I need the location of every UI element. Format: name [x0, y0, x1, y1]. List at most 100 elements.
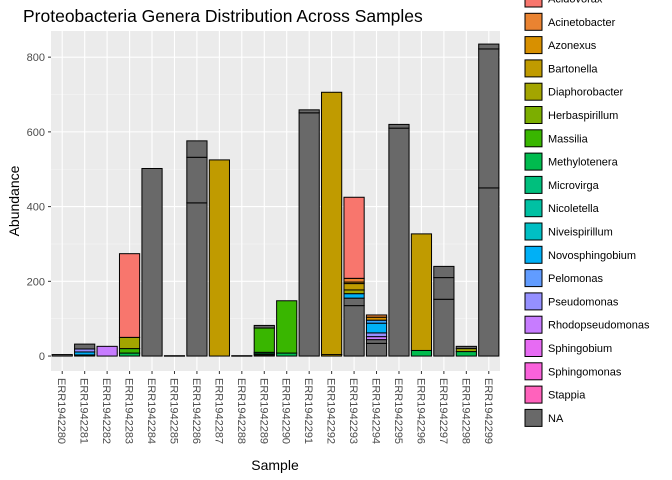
- legend-key: [524, 292, 543, 311]
- bar-segment: [388, 127, 410, 357]
- bar-segment: [455, 351, 477, 357]
- y-tick-label: 600: [27, 127, 45, 139]
- chart-title: Proteobacteria Genera Distribution Acros…: [23, 6, 423, 26]
- legend-key: [524, 175, 543, 194]
- bar-segment: [365, 332, 388, 338]
- legend-key: [524, 408, 543, 427]
- legend-label: Acinetobacter: [548, 17, 616, 29]
- bar-segment: [208, 159, 230, 357]
- legend-label: Microvirga: [548, 180, 600, 192]
- bar-segment: [343, 289, 365, 295]
- plot-panel: [51, 31, 500, 371]
- bar-segment: [365, 342, 388, 357]
- bar-segment: [163, 355, 186, 357]
- bar-segment: [253, 324, 275, 329]
- legend-key: [524, 0, 543, 8]
- bar-segment: [321, 91, 343, 356]
- legend-key: [524, 129, 543, 148]
- y-axis-label: Abundance: [6, 165, 22, 236]
- bar-segment: [410, 349, 433, 357]
- x-tick-label: ERR1942292: [325, 378, 337, 444]
- x-tick-label: ERR1942297: [437, 378, 449, 444]
- legend-key: [524, 245, 543, 264]
- bar-segment: [365, 314, 388, 318]
- legend-key: [524, 269, 543, 288]
- legend-key: [524, 36, 543, 55]
- x-tick-label: ERR1942286: [190, 378, 202, 444]
- legend-label: Herbaspirillum: [548, 110, 618, 122]
- bar-segment: [298, 112, 320, 357]
- legend-key: [524, 152, 543, 171]
- x-tick-label: ERR1942289: [257, 378, 269, 444]
- x-tick-label: ERR1942282: [100, 378, 112, 444]
- legend-key: [524, 222, 543, 241]
- legend-label: Acidovorax: [548, 0, 603, 6]
- legend-label: Azonexus: [548, 40, 597, 52]
- x-tick-label: ERR1942290: [280, 378, 292, 444]
- bar-segment: [298, 109, 320, 114]
- legend-label: NA: [548, 413, 564, 425]
- x-tick-label: ERR1942288: [235, 378, 247, 444]
- legend-label: Pseudomonas: [548, 296, 619, 308]
- x-tick-label: ERR1942287: [212, 378, 224, 444]
- bar-segment: [433, 298, 455, 357]
- bars-group: [51, 43, 500, 357]
- x-tick-label: ERR1942298: [459, 378, 471, 444]
- legend-label: Nicoletella: [548, 203, 600, 215]
- bar-segment: [96, 345, 118, 357]
- bar-segment: [343, 297, 365, 307]
- x-tick-label: ERR1942281: [78, 378, 90, 444]
- bar-segment: [141, 167, 163, 357]
- x-tick-label: ERR1942283: [123, 378, 135, 444]
- bar-segment: [186, 156, 208, 204]
- bar-segment: [388, 123, 410, 129]
- legend-label: Niveispirillum: [548, 227, 613, 239]
- bar-segment: [74, 343, 96, 350]
- x-tick-label: ERR1942296: [414, 378, 426, 444]
- legend-label: Methylotenera: [548, 157, 619, 169]
- legend-key: [524, 362, 543, 381]
- legend-key: [524, 59, 543, 78]
- bar-segment: [343, 305, 365, 357]
- bar-segment: [365, 339, 388, 344]
- bar-segment: [118, 253, 141, 338]
- x-tick-label: ERR1942294: [370, 378, 382, 444]
- x-tick-label: ERR1942285: [167, 378, 179, 444]
- legend-key: [524, 199, 543, 218]
- x-tick-label: ERR1942284: [145, 378, 157, 444]
- legend-label: Sphingomonas: [548, 366, 622, 378]
- bar-segment: [343, 277, 365, 283]
- bar-segment: [433, 277, 455, 300]
- legend-label: Massilia: [548, 133, 589, 145]
- legend-key: [524, 82, 543, 101]
- y-tick-label: 400: [27, 202, 45, 214]
- bar-segment: [478, 48, 500, 189]
- legend-label: Diaphorobacter: [548, 87, 624, 99]
- bar-segment: [118, 348, 141, 354]
- bar-segment: [433, 265, 455, 279]
- x-tick-label: ERR1942299: [482, 378, 494, 444]
- x-axis: ERR1942280 ERR1942281 ERR1942282 ERR1942283…: [55, 371, 494, 444]
- bar-segment: [231, 355, 253, 357]
- legend-key: [524, 315, 543, 334]
- legend-key: [524, 106, 543, 124]
- bar-segment: [118, 336, 141, 350]
- bar-segment: [253, 327, 275, 353]
- bar-segment: [455, 345, 477, 350]
- bar-segment: [478, 43, 500, 50]
- x-tick-label: ERR1942293: [347, 378, 359, 444]
- legend-label: Stappia: [548, 390, 586, 402]
- bar-segment: [276, 300, 298, 354]
- legend-key: [524, 339, 543, 357]
- bar-segment: [478, 187, 500, 357]
- bar-segment: [51, 354, 73, 357]
- legend-label: Bartonella: [548, 63, 598, 75]
- bar-segment: [343, 196, 365, 279]
- legend-key: [524, 12, 543, 31]
- legend-label: Pelomonas: [548, 273, 604, 285]
- legend: Acidovorax Acinetobacter Azonexus Bartonell…: [524, 0, 650, 427]
- y-tick-label: 0: [39, 351, 45, 363]
- x-tick-label: ERR1942280: [55, 378, 67, 444]
- x-axis-label: Sample: [251, 457, 299, 473]
